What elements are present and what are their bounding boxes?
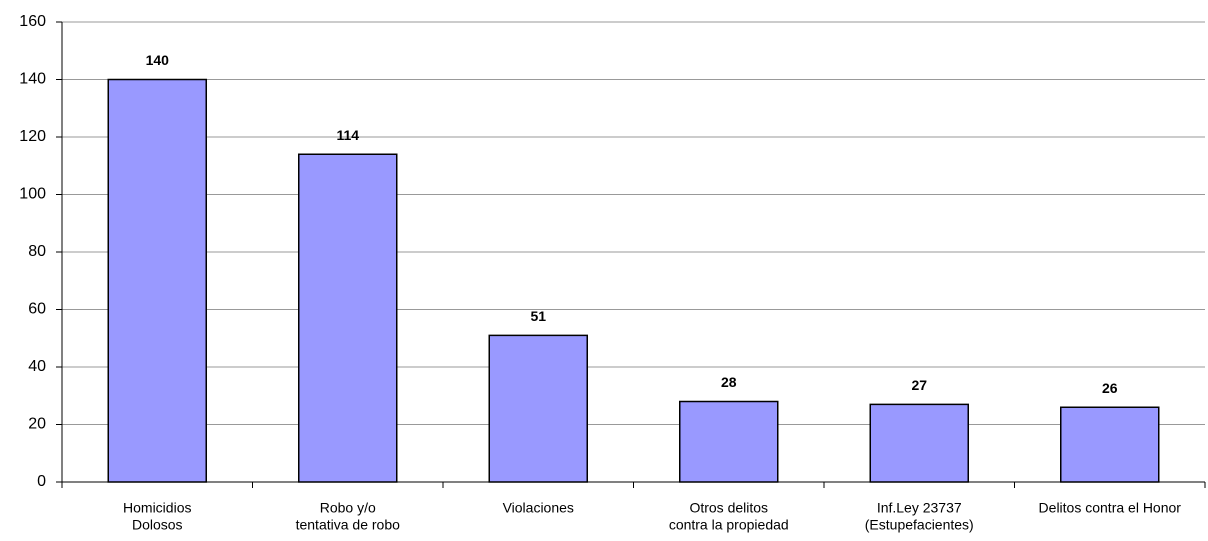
y-tick-label: 140 — [19, 71, 46, 88]
y-tick-label: 160 — [19, 13, 46, 30]
y-tick-label: 120 — [19, 128, 46, 145]
y-tick-label: 40 — [28, 358, 46, 375]
bar — [679, 400, 779, 483]
value-label: 114 — [336, 127, 359, 143]
x-tick-label: Robo y/o — [320, 500, 376, 516]
x-tick-label: Violaciones — [503, 500, 574, 516]
value-label: 28 — [721, 374, 737, 390]
bar — [488, 334, 588, 483]
value-label: 27 — [911, 377, 927, 393]
x-tick-label: Otros delitos — [689, 500, 768, 516]
bar — [1060, 406, 1160, 483]
y-tick-label: 60 — [28, 301, 46, 318]
bar — [869, 403, 969, 483]
x-tick-label: Homicidios — [123, 500, 191, 516]
y-tick-label: 20 — [28, 416, 46, 433]
x-tick-label: Dolosos — [132, 517, 183, 533]
bar — [298, 153, 398, 483]
value-label: 26 — [1102, 380, 1118, 396]
x-tick-label: tentativa de robo — [296, 517, 401, 533]
value-label: 51 — [530, 308, 546, 324]
x-tick-label: Delitos contra el Honor — [1039, 500, 1182, 516]
y-tick-label: 80 — [28, 243, 46, 260]
x-tick-label: contra la propiedad — [669, 517, 789, 533]
y-tick-label: 0 — [37, 473, 46, 490]
x-tick-label: (Estupefacientes) — [865, 517, 974, 533]
y-tick-label: 100 — [19, 186, 46, 203]
value-label: 140 — [146, 52, 170, 68]
bar — [107, 78, 207, 483]
x-tick-label: Inf.Ley 23737 — [877, 500, 962, 516]
